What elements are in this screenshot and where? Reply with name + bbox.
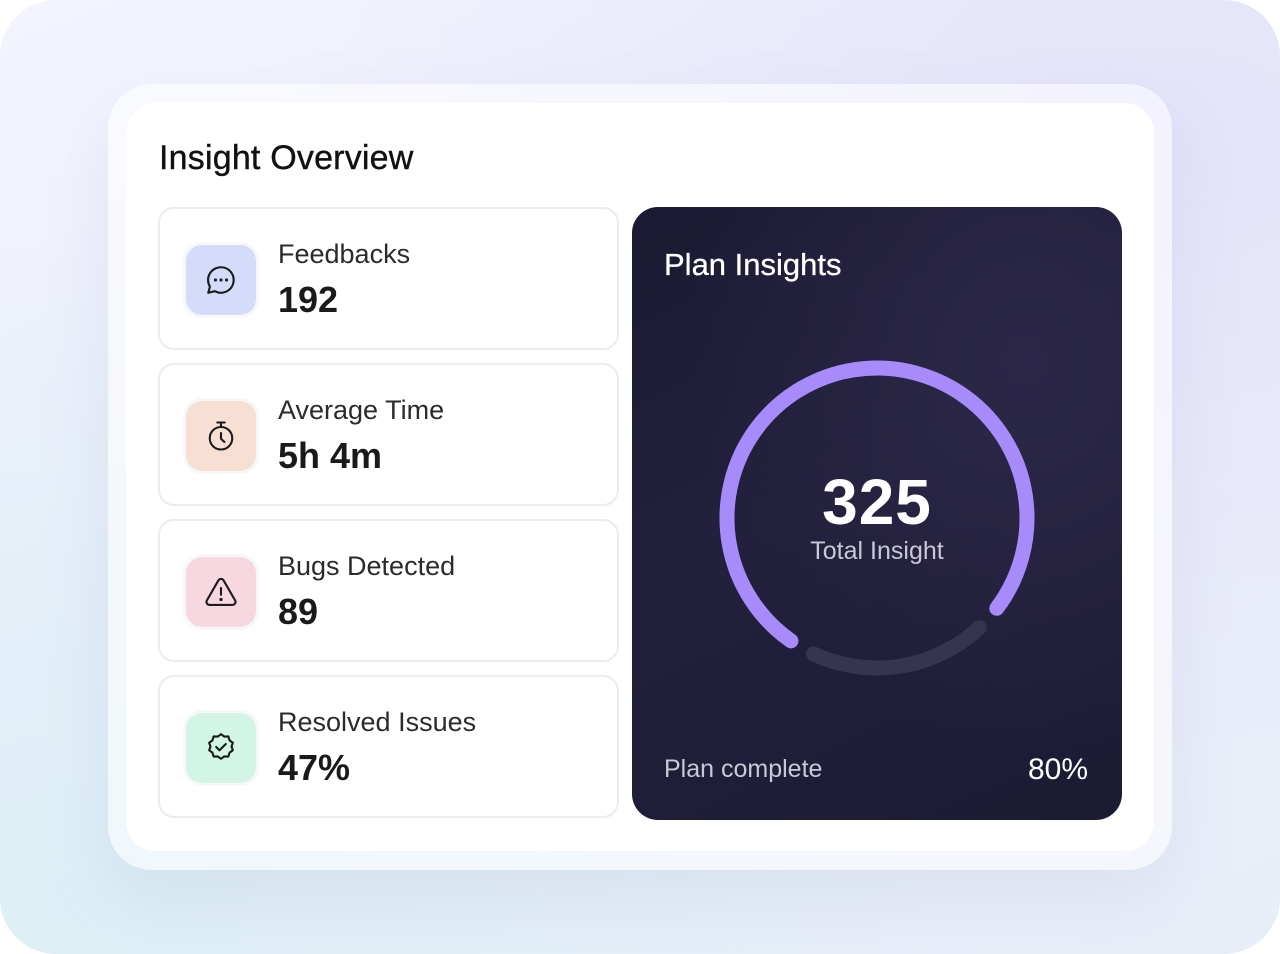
stat-label: Bugs Detected: [278, 551, 456, 581]
stat-label: Feedbacks: [278, 239, 411, 269]
plan-complete-value: 80%: [1027, 753, 1088, 786]
stat-card-resolved-issues[interactable]: Resolved Issues 47%: [158, 675, 619, 818]
plan-insights-panel: Plan Insights 325 Total Insight Plan com…: [632, 207, 1122, 820]
stat-value: 47%: [278, 747, 351, 788]
stat-value: 192: [278, 279, 339, 320]
warning-triangle-icon: [186, 557, 256, 627]
total-insight-label: Total Insight: [810, 537, 944, 565]
page-title: Insight Overview: [159, 139, 414, 177]
stat-label: Resolved Issues: [278, 707, 477, 737]
progress-track: [806, 620, 987, 676]
stat-card-feedbacks[interactable]: Feedbacks 192: [158, 207, 619, 350]
stopwatch-icon: [186, 401, 256, 471]
progress-fill: [719, 360, 1035, 649]
total-insight-value: 325: [822, 466, 932, 538]
plan-complete-label: Plan complete: [664, 755, 823, 783]
verified-badge-icon: [186, 713, 256, 783]
plan-progress-ring: [719, 360, 1035, 676]
insight-overview-card: Insight Overview Feedbacks 192 Average T…: [126, 103, 1154, 851]
stat-card-bugs-detected[interactable]: Bugs Detected 89: [158, 519, 619, 662]
stat-label: Average Time: [278, 395, 445, 425]
stat-value: 89: [278, 591, 319, 632]
stat-value: 5h 4m: [278, 435, 383, 476]
chat-bubble-icon: [186, 245, 256, 315]
plan-insights-title: Plan Insights: [664, 247, 842, 282]
stat-card-average-time[interactable]: Average Time 5h 4m: [158, 363, 619, 506]
